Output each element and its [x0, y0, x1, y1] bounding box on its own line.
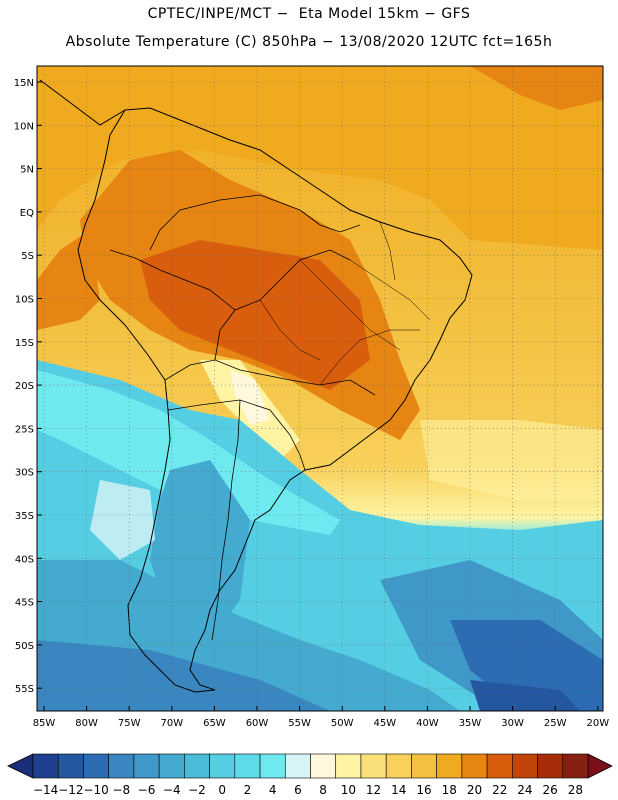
colorbar-cell — [385, 753, 412, 779]
longitude-labels: 85W 80W 75W 70W 65W 60W 55W 50W 45W 40W 35W 30W 25W 2… — [33, 718, 610, 729]
map-frame — [36, 65, 604, 712]
lat-label: 25S — [15, 424, 34, 435]
lon-label: 35W — [459, 718, 482, 729]
colorbar-cell — [310, 753, 337, 779]
colorbar-cell — [461, 753, 488, 779]
lon-label: 50W — [331, 718, 354, 729]
lat-label: 10N — [14, 121, 34, 132]
lon-label: 75W — [118, 718, 141, 729]
latitude-labels: 15N 10N 5N EQ 5S 10S 15S 20S 25S 30S 35S 40S 45S 50S 5… — [14, 78, 34, 695]
colorbar-cell — [537, 753, 564, 779]
colorbar-tick-label: 20 — [467, 783, 482, 797]
colorbar-tick-label: 14 — [391, 783, 406, 797]
chart-title-line2: Absolute Temperature (C) 850hPa − 13/08/… — [65, 34, 553, 50]
colorbar-tick-label: 2 — [244, 783, 252, 797]
lon-label: 65W — [203, 718, 226, 729]
lat-label: 20S — [15, 381, 34, 392]
chart-title-line1: CPTEC/INPE/MCT − Eta Model 15km − GFS — [147, 6, 471, 22]
colorbar-cell — [57, 753, 84, 779]
lon-label: 45W — [373, 718, 396, 729]
colorbar-tick-label: 16 — [416, 783, 431, 797]
lon-label: 25W — [544, 718, 567, 729]
colorbar-tick-label: 28 — [568, 783, 583, 797]
lon-label: 20W — [586, 718, 609, 729]
colorbar-tick-label: 12 — [366, 783, 381, 797]
coastline — [39, 79, 473, 693]
lon-label: 40W — [416, 718, 439, 729]
colorbar-cell — [284, 753, 311, 779]
colorbar-cell — [259, 753, 286, 779]
lat-label: 30S — [15, 468, 34, 479]
colorbar-low-arrow — [7, 753, 34, 779]
colorbar-cell — [562, 753, 589, 779]
colorbar-cell — [133, 753, 160, 779]
colorbar-tick-label: −12 — [58, 783, 83, 797]
colorbar-cell — [411, 753, 437, 779]
colorbar-tick-label: 4 — [269, 783, 277, 797]
colorbar-cell — [360, 753, 387, 779]
colorbar-cell — [32, 753, 59, 779]
colorbar-cell — [436, 753, 463, 779]
colorbar-cell — [486, 753, 513, 779]
lat-label: EQ — [20, 208, 34, 219]
colorbar-cell — [158, 753, 185, 779]
country-borders — [109, 194, 376, 641]
state-borders — [259, 221, 431, 386]
colorbar-tick-label: −2 — [188, 783, 206, 797]
colorbar-cell — [234, 753, 261, 779]
lat-label: 10S — [15, 295, 34, 306]
colorbar-cell — [108, 753, 135, 779]
temperature-field — [37, 66, 603, 711]
lat-label: 35S — [15, 511, 34, 522]
colorbar-cell — [512, 753, 538, 779]
colorbar-tick-label: 18 — [442, 783, 457, 797]
colorbar-tick-label: 6 — [294, 783, 302, 797]
colorbar-high-arrow — [587, 753, 613, 779]
colorbar-cell — [335, 753, 362, 779]
lon-label: 60W — [246, 718, 269, 729]
colorbar-tick-label: 8 — [319, 783, 327, 797]
colorbar-cell — [83, 753, 109, 779]
colorbar-tick-label: 0 — [218, 783, 226, 797]
colorbar-tick-label: 26 — [543, 783, 558, 797]
lat-label: 45S — [15, 598, 34, 609]
lat-label: 15S — [15, 338, 34, 349]
colorbar-tick-label: −8 — [112, 783, 130, 797]
graticule — [37, 66, 603, 711]
colorbar-cell — [184, 753, 210, 779]
colorbar-tick-labels: −14 −12 −10 −8 −6 −4 −2 0 2 4 6 8 10 12 14 16 18 20 22 24 26… — [33, 783, 583, 797]
lon-label: 30W — [501, 718, 524, 729]
colorbar-tick-label: −14 — [33, 783, 58, 797]
lat-label: 50S — [15, 641, 34, 652]
lat-label: 55S — [15, 684, 34, 695]
lat-label: 5N — [20, 165, 34, 176]
lat-label: 40S — [15, 554, 34, 565]
colorbar-tick-label: 10 — [341, 783, 356, 797]
lon-label: 85W — [33, 718, 56, 729]
colorbar-cells — [7, 753, 613, 779]
colorbar-tick-label: 22 — [492, 783, 507, 797]
colorbar-tick-label: −10 — [83, 783, 108, 797]
colorbar-tick-label: −6 — [138, 783, 156, 797]
lon-label: 70W — [160, 718, 183, 729]
lon-label: 55W — [288, 718, 311, 729]
colorbar-tick-label: −4 — [163, 783, 181, 797]
lon-label: 80W — [75, 718, 98, 729]
lat-label: 15N — [14, 78, 34, 89]
lat-label: 5S — [21, 251, 34, 262]
colorbar-tick-label: 24 — [517, 783, 532, 797]
colorbar-cell — [209, 753, 236, 779]
